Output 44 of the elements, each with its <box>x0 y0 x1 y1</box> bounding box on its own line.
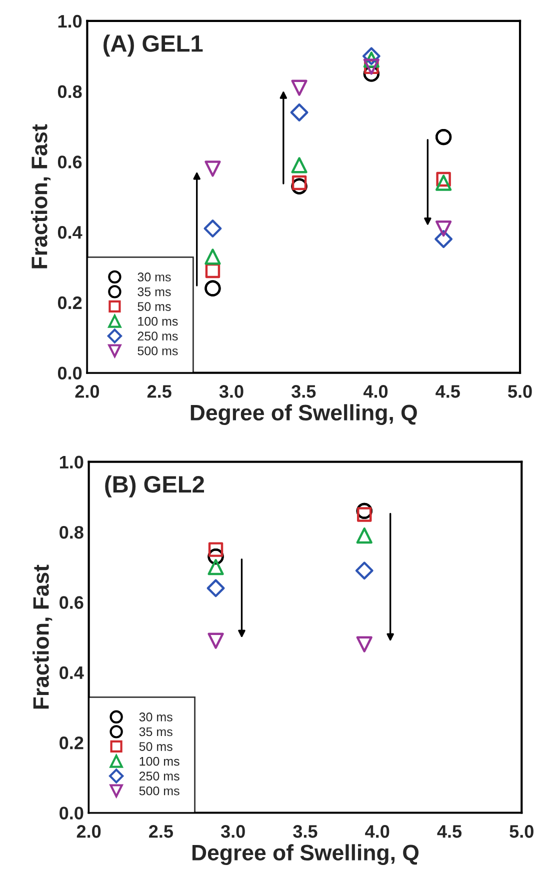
x-tick-label: 4.5 <box>436 385 460 398</box>
legend-label: 35 ms <box>139 727 172 736</box>
y-tick-label: 0.2 <box>58 296 82 310</box>
x-tick-label: 5.0 <box>508 385 532 398</box>
legend-label: 100 ms <box>140 756 180 766</box>
x-tick-label: 3.0 <box>220 825 245 838</box>
y-axis-title: Fraction, Fast <box>30 124 51 268</box>
legend-label: 50 ms <box>139 742 172 751</box>
x-axis-title: Degree of Swelling, Q <box>192 844 419 865</box>
legend-label: 250 ms <box>139 772 180 781</box>
text: (A) GEL1 <box>104 34 203 57</box>
x-tick-label: 3.5 <box>293 825 318 838</box>
legend-label: 30 ms <box>139 712 172 722</box>
y-tick-label: 0.4 <box>58 226 82 239</box>
y-tick-label: 0.0 <box>58 366 82 380</box>
text: (B) GEL2 <box>105 475 204 498</box>
x-axis-title: Degree of Swelling, Q <box>190 404 417 425</box>
legend-label: 500 ms <box>139 786 180 796</box>
y-tick-label: 1.0 <box>58 14 82 28</box>
x-tick-label: 5.0 <box>510 825 534 838</box>
y-tick-label: 0.6 <box>60 596 84 609</box>
legend-label: 50 ms <box>138 302 171 311</box>
x-tick-label: 3.5 <box>291 385 316 398</box>
y-tick-label: 1.0 <box>60 456 84 469</box>
x-tick-label: 3.0 <box>219 385 244 398</box>
y-tick-label: 0.8 <box>58 85 82 98</box>
y-tick-label: 0.0 <box>60 806 84 820</box>
x-tick-label: 4.5 <box>437 825 462 838</box>
x-tick-label: 4.0 <box>363 385 388 398</box>
legend-label: 500 ms <box>138 346 178 356</box>
x-tick-label: 2.5 <box>149 825 173 838</box>
x-tick-label: 2.0 <box>76 825 101 838</box>
legend-label: 35 ms <box>138 287 171 296</box>
y-tick-label: 0.2 <box>60 736 84 750</box>
legend-label: 30 ms <box>138 272 171 282</box>
y-tick-label: 0.6 <box>58 156 82 168</box>
legend-label: 250 ms <box>138 332 178 341</box>
y-axis-title: Fraction, Fast <box>32 564 52 709</box>
y-tick-label: 0.4 <box>60 666 84 680</box>
x-tick-label: 2.5 <box>147 385 172 398</box>
legend-label: 100 ms <box>138 316 178 326</box>
x-tick-label: 4.0 <box>365 825 390 838</box>
y-tick-label: 0.8 <box>60 526 84 539</box>
x-tick-label: 2.0 <box>75 385 100 398</box>
